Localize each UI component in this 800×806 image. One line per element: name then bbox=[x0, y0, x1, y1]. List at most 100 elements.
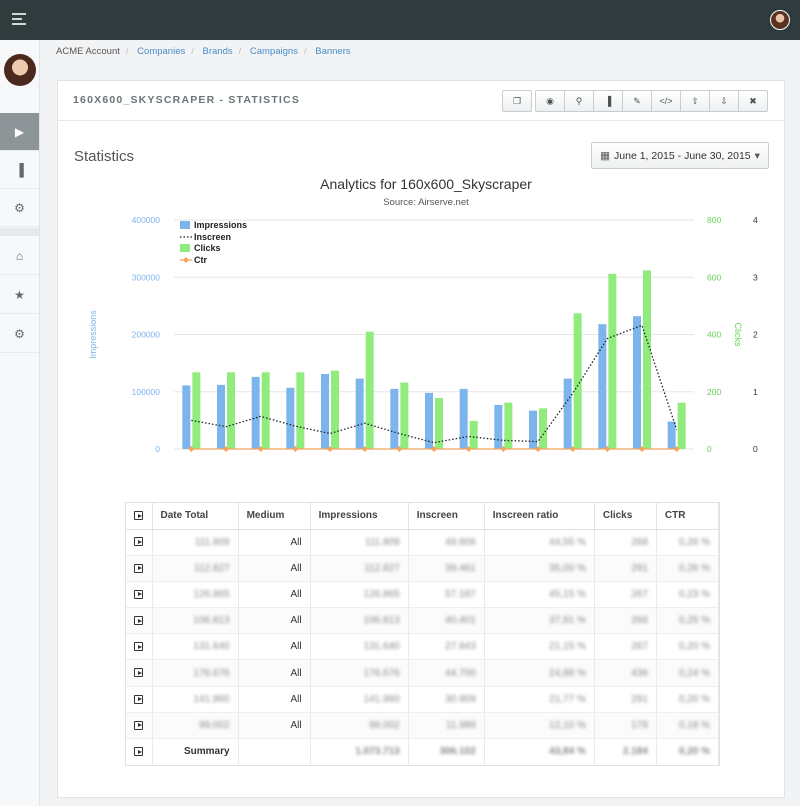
row-expand-button[interactable] bbox=[126, 633, 153, 660]
cell-ctr: 0,25 % bbox=[656, 607, 720, 634]
search-icon: ⚲ bbox=[575, 95, 583, 106]
row-expand-button[interactable] bbox=[126, 554, 153, 582]
code-button[interactable]: </> bbox=[651, 90, 681, 112]
chart-title: Analytics for 160x600_Skyscraper bbox=[320, 176, 532, 192]
ctr-point bbox=[535, 446, 541, 452]
delete-button[interactable]: ✖ bbox=[738, 90, 768, 112]
breadcrumb-brands[interactable]: Brands bbox=[202, 46, 233, 57]
sidebar-item-admin[interactable]: ⚙ bbox=[0, 315, 39, 353]
sidebar-avatar[interactable] bbox=[4, 54, 36, 86]
column-header-inscreen[interactable]: Inscreen bbox=[408, 503, 485, 530]
column-header-clicks[interactable]: Clicks bbox=[594, 503, 657, 530]
clicks-bar bbox=[331, 370, 339, 449]
cell-medium: All bbox=[238, 580, 311, 608]
breadcrumb-banners[interactable]: Banners bbox=[315, 46, 351, 57]
copy-button[interactable]: ❐ bbox=[502, 90, 532, 112]
impressions-bar bbox=[494, 404, 503, 449]
y-tick-label: 100000 bbox=[132, 387, 161, 397]
y3-tick-label: 4 bbox=[753, 215, 758, 225]
table-row[interactable]: 99.002 All 99.002 11.989 12,10 % 178 0,18 % bbox=[126, 711, 720, 739]
table-row[interactable]: 141.960 All 141.960 30.909 21,77 % 291 0,20 % bbox=[126, 685, 720, 713]
summary-inscreen-ratio: 43,84 % bbox=[484, 737, 595, 765]
table-row[interactable]: 106.813 All 106.813 40.401 37,81 % 266 0,25 % bbox=[126, 607, 720, 634]
cell-inscreen-ratio: 24,88 % bbox=[484, 659, 595, 687]
search-button[interactable]: ⚲ bbox=[564, 90, 594, 112]
eye-slash-icon: ◉ bbox=[546, 95, 554, 106]
y3-tick-label: 0 bbox=[753, 444, 758, 454]
row-expand-button[interactable] bbox=[126, 607, 153, 634]
play-icon bbox=[134, 537, 144, 547]
cell-inscreen-ratio: 21,77 % bbox=[484, 685, 595, 713]
impressions-bar bbox=[425, 392, 433, 449]
table-row[interactable]: 176.676 All 176.676 44.700 24,88 % 436 0,24 % bbox=[126, 659, 720, 687]
cell-ctr: 0,23 % bbox=[656, 580, 720, 608]
play-icon bbox=[134, 694, 144, 704]
play-icon bbox=[134, 511, 144, 521]
hide-button[interactable]: ◉ bbox=[535, 90, 565, 112]
cell-medium: All bbox=[238, 528, 311, 556]
row-expand-button[interactable] bbox=[126, 711, 153, 739]
summary-inscreen: 306.102 bbox=[408, 737, 485, 765]
y-axis-title: Impressions bbox=[88, 310, 98, 359]
panel-title: 160X600_SKYSCRAPER - STATISTICS bbox=[73, 94, 301, 106]
analytics-chart: Analytics for 160x600_Skyscraper Source: … bbox=[86, 176, 783, 466]
column-header-inscreen-ratio[interactable]: Inscreen ratio bbox=[484, 503, 595, 530]
chart-subtitle: Source: Airserve.net bbox=[383, 197, 469, 208]
y2-tick-label: 0 bbox=[707, 444, 712, 454]
cell-inscreen: 39.461 bbox=[408, 554, 485, 582]
sidebar-item-settings[interactable]: ⚙ bbox=[0, 189, 39, 227]
impressions-bar bbox=[563, 378, 572, 449]
cell-clicks: 267 bbox=[594, 633, 657, 660]
row-expand-button[interactable] bbox=[126, 737, 153, 765]
breadcrumb-companies[interactable]: Companies bbox=[137, 46, 186, 57]
y2-tick-label: 200 bbox=[707, 387, 721, 397]
play-icon bbox=[134, 563, 144, 573]
user-avatar[interactable] bbox=[770, 10, 790, 30]
ctr-point bbox=[604, 446, 611, 452]
cell-clicks: 267 bbox=[594, 580, 657, 608]
row-expand-button[interactable] bbox=[126, 528, 153, 556]
cell-inscreen: 11.989 bbox=[408, 711, 485, 739]
breadcrumb-campaigns[interactable]: Campaigns bbox=[249, 46, 298, 57]
column-header-date-total[interactable]: Date Total bbox=[152, 503, 239, 530]
sidebar-item-home[interactable]: ⌂ bbox=[0, 237, 39, 275]
cell-date-total: 176.676 bbox=[152, 659, 239, 687]
pencil-icon: ✎ bbox=[633, 95, 641, 106]
cell-date-total: 131.640 bbox=[152, 633, 239, 660]
y-tick-label: 300000 bbox=[132, 272, 161, 282]
statistics-button[interactable]: ▐ bbox=[593, 90, 623, 112]
ctr-point bbox=[569, 446, 576, 452]
summary-clicks: 2.184 bbox=[594, 737, 657, 765]
date-range-picker[interactable]: ▦ June 1, 2015 - June 30, 2015 ▾ bbox=[591, 142, 769, 169]
clicks-bar bbox=[539, 408, 547, 449]
cell-inscreen-ratio: 37,81 % bbox=[484, 607, 595, 634]
table-row[interactable]: 131.640 All 131.640 27.843 21,15 % 267 0,20 % bbox=[126, 633, 720, 660]
table-row[interactable]: 126.865 All 126.865 57.187 45,15 % 267 0,23 % bbox=[126, 580, 720, 608]
row-expand-button[interactable] bbox=[126, 580, 153, 608]
home-icon: ⌂ bbox=[15, 248, 24, 263]
table-row[interactable]: 112.827 All 112.827 39.461 35,00 % 291 0,26 % bbox=[126, 554, 720, 582]
hamburger-icon[interactable] bbox=[12, 13, 26, 25]
column-header-ctr[interactable]: CTR bbox=[656, 503, 720, 530]
date-range-value: June 1, 2015 - June 30, 2015 bbox=[614, 149, 751, 162]
y3-tick-label: 1 bbox=[753, 387, 758, 397]
sidebar-item-campaigns[interactable]: ▶ bbox=[0, 113, 39, 151]
y3-tick-label: 2 bbox=[753, 330, 758, 340]
column-header-medium[interactable]: Medium bbox=[238, 503, 311, 530]
edit-button[interactable]: ✎ bbox=[622, 90, 652, 112]
upload-button[interactable]: ⇧ bbox=[680, 90, 710, 112]
header-expand[interactable] bbox=[126, 503, 153, 530]
column-header-impressions[interactable]: Impressions bbox=[310, 503, 409, 530]
sidebar-item-favorites[interactable]: ★ bbox=[0, 276, 39, 314]
row-expand-button[interactable] bbox=[126, 685, 153, 713]
impressions-bar bbox=[251, 376, 260, 449]
cell-inscreen: 27.843 bbox=[408, 633, 485, 660]
impressions-bar bbox=[667, 421, 676, 449]
clicks-bar bbox=[573, 313, 582, 449]
impressions-bar bbox=[390, 388, 399, 449]
download-button[interactable]: ⇩ bbox=[709, 90, 739, 112]
table-row[interactable]: 111.809 All 111.809 49.806 44,55 % 268 0,26 % bbox=[126, 528, 720, 556]
cell-medium: All bbox=[238, 685, 311, 713]
sidebar-item-reports[interactable]: ▐ bbox=[0, 151, 39, 189]
row-expand-button[interactable] bbox=[126, 659, 153, 687]
